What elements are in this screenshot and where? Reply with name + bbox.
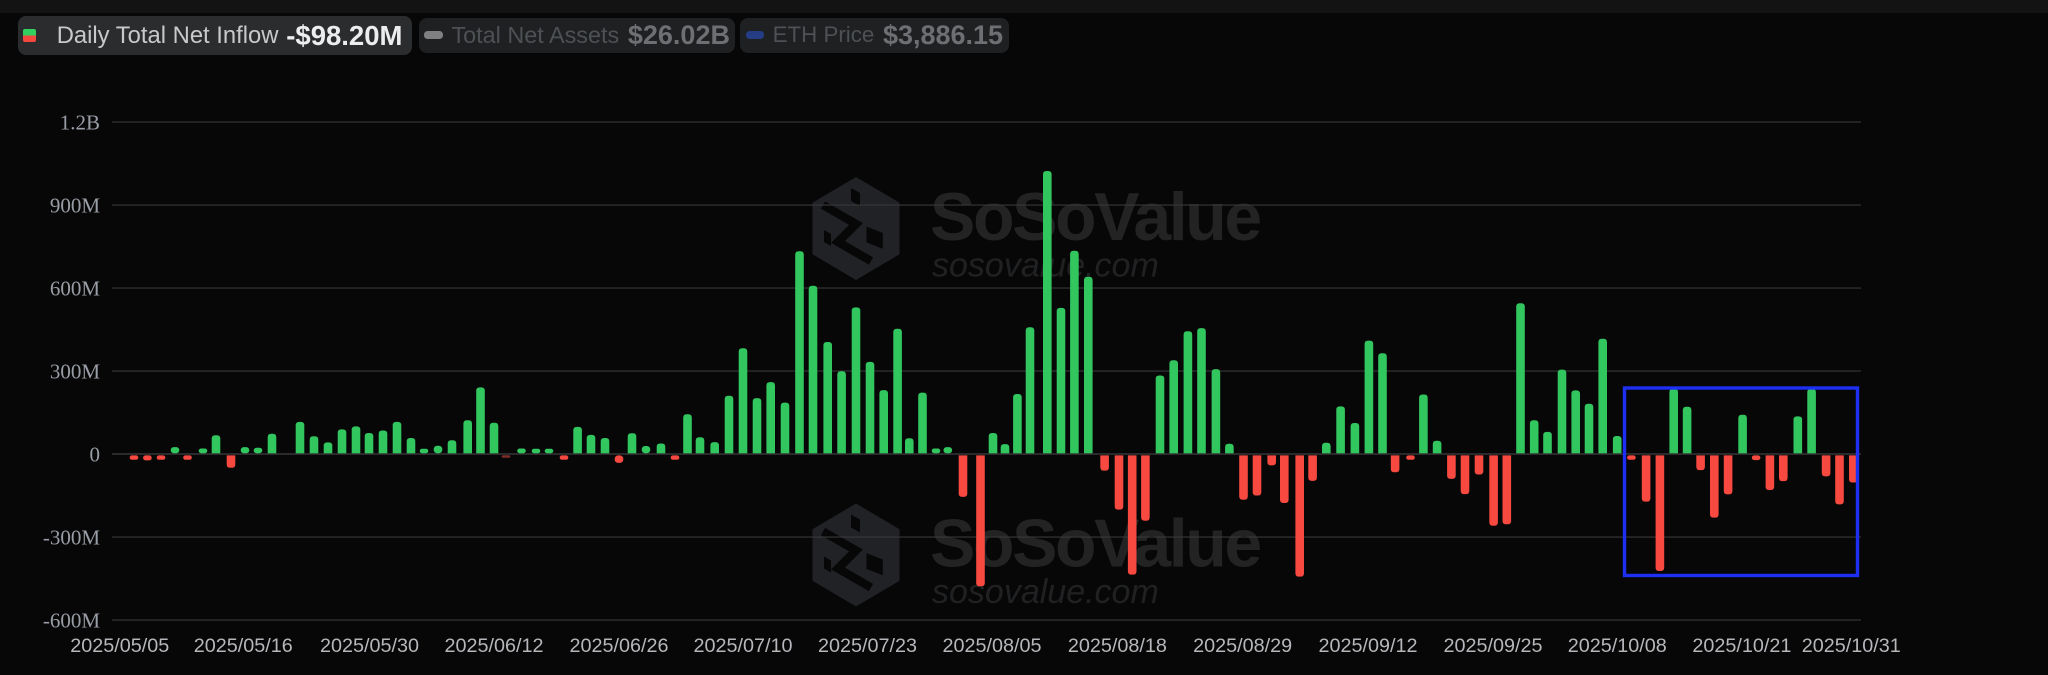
svg-text:0: 0 xyxy=(90,443,101,467)
svg-text:2025/10/21: 2025/10/21 xyxy=(1692,635,1791,657)
svg-text:2025/05/16: 2025/05/16 xyxy=(194,635,293,657)
svg-text:2025/09/25: 2025/09/25 xyxy=(1443,635,1542,657)
svg-text:900M: 900M xyxy=(50,194,101,218)
svg-text:2025/05/30: 2025/05/30 xyxy=(320,635,419,657)
svg-text:2025/08/18: 2025/08/18 xyxy=(1068,635,1167,657)
svg-text:2025/07/23: 2025/07/23 xyxy=(818,635,917,657)
svg-text:2025/10/31: 2025/10/31 xyxy=(1802,635,1901,657)
svg-text:-600M: -600M xyxy=(43,609,100,633)
svg-text:1.2B: 1.2B xyxy=(60,111,100,135)
svg-text:2025/06/26: 2025/06/26 xyxy=(569,635,668,657)
svg-text:sosovalue.com: sosovalue.com xyxy=(932,573,1159,611)
svg-text:300M: 300M xyxy=(50,360,101,384)
svg-text:2025/07/10: 2025/07/10 xyxy=(693,635,792,657)
svg-text:-300M: -300M xyxy=(43,526,100,550)
svg-text:2025/10/08: 2025/10/08 xyxy=(1568,635,1667,657)
svg-text:2025/08/29: 2025/08/29 xyxy=(1193,635,1292,657)
svg-text:2025/09/12: 2025/09/12 xyxy=(1318,635,1417,657)
svg-text:2025/06/12: 2025/06/12 xyxy=(444,635,543,657)
svg-text:SoSoValue: SoSoValue xyxy=(930,179,1260,255)
svg-text:600M: 600M xyxy=(50,277,101,301)
svg-text:SoSoValue: SoSoValue xyxy=(930,506,1260,582)
svg-text:2025/05/05: 2025/05/05 xyxy=(70,635,169,657)
svg-text:2025/08/05: 2025/08/05 xyxy=(942,635,1041,657)
